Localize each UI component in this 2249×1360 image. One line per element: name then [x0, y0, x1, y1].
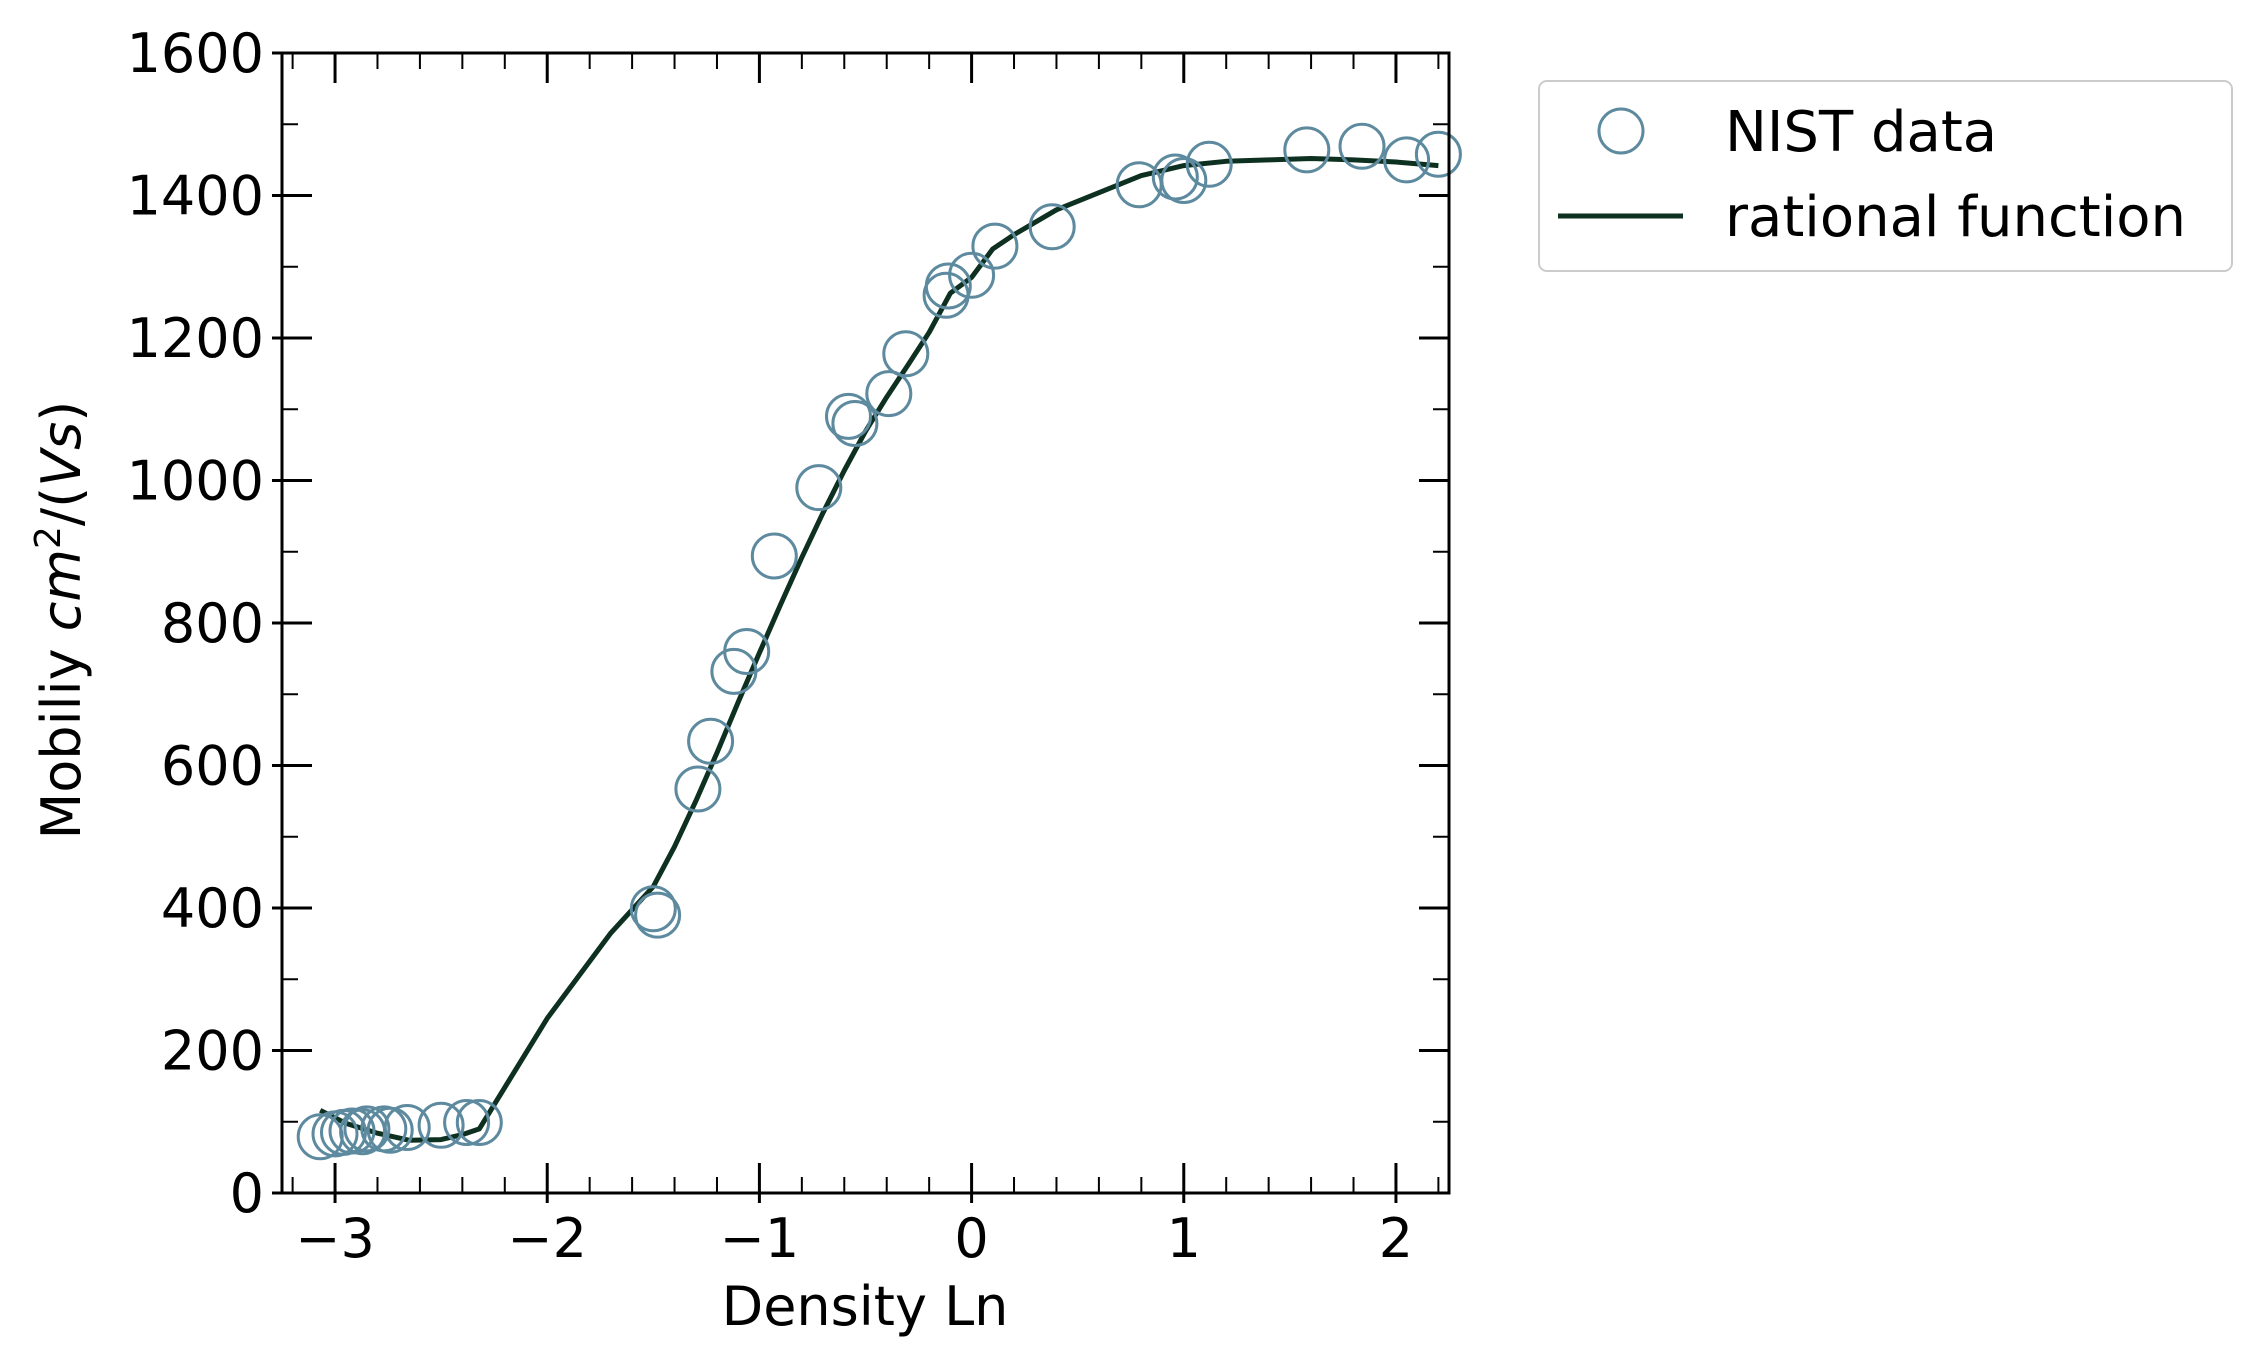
y-tick-label: 800 [161, 592, 264, 655]
nist-data-point [831, 400, 879, 447]
y-axis-label-prefix: Mobiliy [30, 631, 93, 839]
y-axis-label-unit: cm [30, 549, 93, 631]
nist-data-point [1414, 130, 1462, 178]
y-tick-label: 1200 [127, 307, 264, 370]
nist-data-point [750, 532, 798, 580]
nist-data-point [455, 1099, 503, 1146]
nist-data-point [825, 392, 872, 440]
x-tick-label: 2 [1379, 1207, 1413, 1270]
nist-data-point [1383, 136, 1431, 184]
y-axis-label-exponent: 2 [28, 526, 69, 549]
nist-data-point [948, 251, 996, 299]
x-axis-label: Density Ln [722, 1275, 1009, 1338]
series-layer [296, 122, 1462, 1161]
nist-data-point [343, 1105, 391, 1153]
nist-data-point [1160, 157, 1208, 204]
x-tick-label: −1 [720, 1207, 800, 1270]
y-tick-label: 200 [161, 1020, 264, 1083]
y-tick-label: 1000 [127, 450, 264, 513]
nist-data-point [687, 717, 735, 765]
nist-data-point [1283, 126, 1331, 174]
y-axis-label-close: ) [30, 401, 93, 422]
nist-data-point [1151, 153, 1199, 201]
nist-data-point [924, 262, 972, 310]
axes-frame [280, 51, 1451, 1195]
x-tick-label: −2 [507, 1207, 587, 1270]
y-axis-label: Mobiliy cm2/(Vs) [28, 401, 93, 840]
nist-data-point [629, 885, 677, 933]
y-axis-label-suffix: /( [30, 487, 93, 526]
rational-function-line [319, 156, 1439, 1143]
nist-data-point [443, 1099, 491, 1146]
nist-data-point [971, 222, 1019, 270]
nist-data-point [634, 891, 682, 939]
tick-labels: −3 −2 −1 0 1 2 0 200 400 600 800 1000 1200 1400 1600 [127, 22, 1414, 1270]
y-tick-label: 600 [161, 735, 264, 798]
nist-data-point [417, 1101, 465, 1149]
nist-data-point [328, 1107, 376, 1155]
nist-data-point [795, 464, 843, 512]
nist-data-point [882, 330, 930, 378]
legend-label-rational-function: rational function [1725, 185, 2186, 250]
nist-data-point [383, 1104, 431, 1151]
nist-data-point [865, 370, 913, 418]
x-tick-label: 0 [954, 1207, 988, 1270]
nist-data-point [1028, 203, 1076, 251]
x-tick-label: 1 [1167, 1207, 1201, 1270]
y-tick-label: 400 [161, 877, 264, 940]
legend-marker-nist-data [1597, 107, 1645, 155]
y-tick-label: 1600 [127, 22, 264, 85]
legend-frame [1538, 80, 2233, 272]
nist-data-point [1338, 122, 1386, 170]
x-tick-label: −3 [295, 1207, 375, 1270]
y-axis-label-italic: Vs [30, 422, 93, 487]
nist-data-point [1185, 140, 1233, 188]
axis-ticks [272, 51, 1449, 1203]
nist-data-point [674, 765, 722, 813]
legend-label-nist-data: NIST data [1725, 100, 1997, 165]
nist-data-point [723, 628, 771, 675]
y-tick-label: 1400 [127, 165, 264, 228]
legend: NIST data rational function [1538, 80, 2233, 272]
y-tick-label: 0 [230, 1162, 264, 1225]
nist-data-point [366, 1106, 414, 1154]
